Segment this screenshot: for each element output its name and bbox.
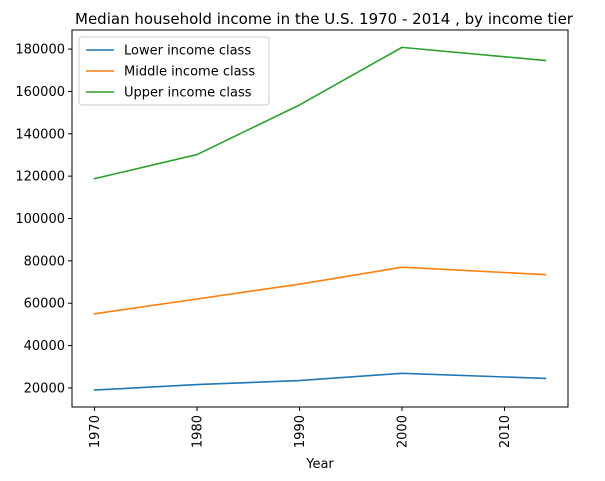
x-tick-label: 1990 bbox=[293, 415, 308, 448]
y-tick-label: 40000 bbox=[24, 339, 65, 354]
x-axis-label: Year bbox=[305, 457, 334, 472]
y-tick-label: 100000 bbox=[15, 212, 65, 227]
y-tick-label: 80000 bbox=[24, 254, 65, 269]
legend-box bbox=[78, 36, 270, 106]
legend: Lower income class Middle income class Upp… bbox=[78, 36, 270, 106]
y-tick-label: 160000 bbox=[15, 85, 65, 100]
y-tick-label: 140000 bbox=[15, 127, 65, 142]
legend-label-0: Lower income class bbox=[124, 44, 251, 59]
series-line-1 bbox=[93, 266, 547, 315]
plot-lines bbox=[93, 46, 547, 391]
chart-title: Median household income in the U.S. 1970… bbox=[75, 10, 574, 28]
x-tick-label: 2000 bbox=[395, 415, 410, 448]
legend-label-2: Upper income class bbox=[124, 86, 252, 101]
series-line-2 bbox=[93, 46, 547, 180]
x-tick-label: 2010 bbox=[498, 415, 513, 448]
x-tick-label: 1970 bbox=[88, 415, 103, 448]
x-axis: 1970 1980 1990 2000 2010 bbox=[88, 407, 513, 448]
y-tick-label: 20000 bbox=[24, 381, 65, 396]
y-tick-label: 120000 bbox=[15, 170, 65, 185]
x-tick-label: 1980 bbox=[191, 415, 206, 448]
y-tick-label: 180000 bbox=[15, 43, 65, 58]
y-tick-label: 60000 bbox=[24, 297, 65, 312]
legend-label-1: Middle income class bbox=[124, 65, 255, 80]
series-line-0 bbox=[93, 372, 547, 391]
y-axis: 20000 40000 60000 80000 100000 120000 140000 16… bbox=[15, 43, 72, 396]
